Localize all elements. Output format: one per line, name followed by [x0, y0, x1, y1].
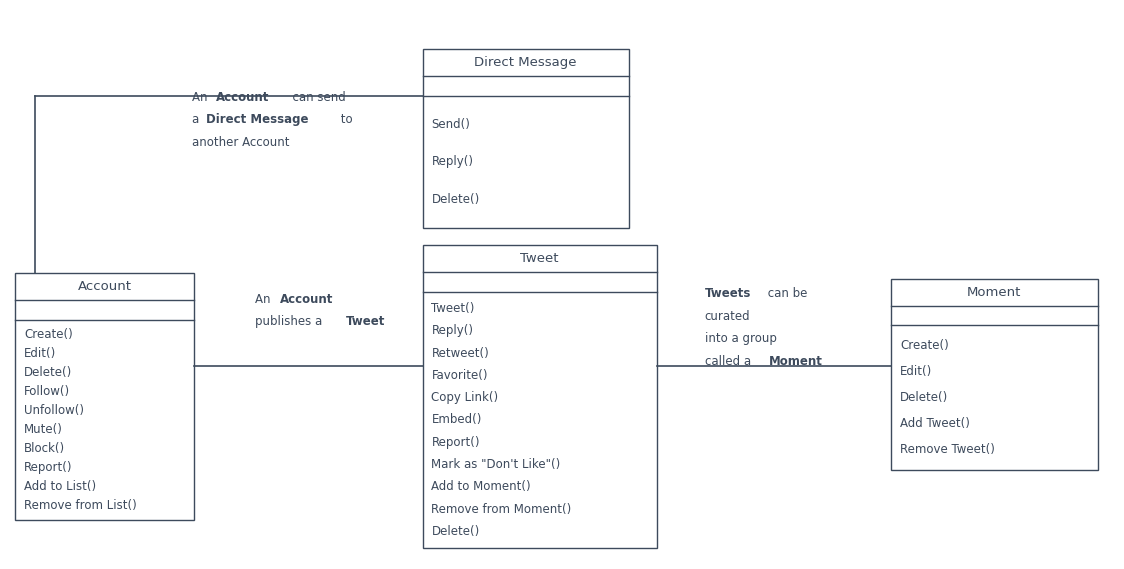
- Text: Reply(): Reply(): [432, 324, 473, 337]
- Bar: [16, 273, 193, 520]
- Text: Copy Link(): Copy Link(): [432, 391, 499, 404]
- Text: Edit(): Edit(): [25, 347, 56, 360]
- Text: Moment: Moment: [769, 354, 823, 368]
- Text: Remove from List(): Remove from List(): [25, 499, 137, 512]
- Text: Reply(): Reply(): [432, 155, 473, 168]
- Text: another Account: another Account: [191, 136, 289, 149]
- Bar: [423, 245, 656, 548]
- Text: Delete(): Delete(): [900, 391, 949, 404]
- Text: Create(): Create(): [900, 339, 949, 352]
- Text: Remove Tweet(): Remove Tweet(): [900, 443, 995, 456]
- Text: Account: Account: [216, 91, 270, 104]
- Text: Follow(): Follow(): [25, 385, 71, 398]
- Text: Direct Message: Direct Message: [474, 56, 577, 69]
- Text: publishes a: publishes a: [255, 315, 326, 328]
- Text: Unfollow(): Unfollow(): [25, 404, 84, 417]
- Text: Add Tweet(): Add Tweet(): [900, 417, 970, 430]
- Text: Report(): Report(): [432, 436, 480, 449]
- Text: Delete(): Delete(): [432, 525, 480, 538]
- Text: Moment: Moment: [967, 286, 1022, 299]
- Text: An: An: [191, 91, 211, 104]
- Text: Report(): Report(): [25, 461, 73, 474]
- Text: Send(): Send(): [432, 118, 470, 130]
- Bar: [423, 49, 629, 228]
- Text: a: a: [191, 113, 202, 126]
- Text: can be: can be: [764, 287, 807, 300]
- Text: Tweet: Tweet: [346, 315, 386, 328]
- Text: Tweets: Tweets: [705, 287, 751, 300]
- Text: Account: Account: [78, 281, 132, 293]
- Text: Embed(): Embed(): [432, 414, 482, 426]
- Text: Remove from Moment(): Remove from Moment(): [432, 502, 572, 516]
- Text: Add to List(): Add to List(): [25, 480, 97, 493]
- Text: An: An: [255, 293, 274, 306]
- Text: Tweet(): Tweet(): [432, 302, 474, 315]
- Text: Direct Message: Direct Message: [206, 113, 308, 126]
- Text: Create(): Create(): [25, 328, 73, 341]
- Text: Account: Account: [280, 293, 333, 306]
- Text: called a: called a: [705, 354, 754, 368]
- Text: Block(): Block(): [25, 442, 65, 455]
- Text: Retweet(): Retweet(): [432, 347, 489, 360]
- Text: Edit(): Edit(): [900, 365, 932, 378]
- Text: Favorite(): Favorite(): [432, 369, 488, 382]
- Text: Delete(): Delete(): [432, 193, 480, 207]
- Text: to: to: [337, 113, 353, 126]
- Text: Tweet: Tweet: [520, 252, 559, 265]
- Text: can send: can send: [284, 91, 345, 104]
- Text: Mark as "Don't Like"(): Mark as "Don't Like"(): [432, 458, 561, 471]
- Text: Delete(): Delete(): [25, 366, 73, 379]
- Text: Add to Moment(): Add to Moment(): [432, 480, 532, 493]
- Text: Mute(): Mute(): [25, 423, 63, 436]
- Text: into a group: into a group: [705, 332, 777, 345]
- Text: curated: curated: [705, 310, 751, 323]
- Bar: [891, 279, 1097, 469]
